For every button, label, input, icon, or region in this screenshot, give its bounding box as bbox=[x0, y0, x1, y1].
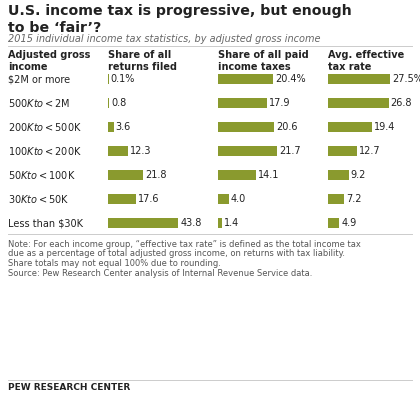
Bar bbox=[108, 98, 109, 108]
Text: 21.8: 21.8 bbox=[145, 170, 166, 180]
Text: 4.0: 4.0 bbox=[231, 194, 246, 204]
Bar bbox=[328, 146, 357, 156]
Text: 7.2: 7.2 bbox=[346, 194, 362, 204]
Text: $50K to <$100K: $50K to <$100K bbox=[8, 169, 76, 181]
Text: 20.6: 20.6 bbox=[276, 122, 297, 132]
Text: 20.4%: 20.4% bbox=[276, 74, 306, 84]
Text: Source: Pew Research Center analysis of Internal Revenue Service data.: Source: Pew Research Center analysis of … bbox=[8, 268, 312, 278]
Text: 26.8: 26.8 bbox=[391, 98, 412, 108]
Text: 4.9: 4.9 bbox=[341, 218, 356, 228]
Bar bbox=[328, 74, 390, 84]
Bar bbox=[108, 194, 136, 204]
Bar bbox=[218, 122, 274, 132]
Text: 14.1: 14.1 bbox=[258, 170, 280, 180]
Text: $500K to <$2M: $500K to <$2M bbox=[8, 97, 71, 109]
Text: 9.2: 9.2 bbox=[351, 170, 366, 180]
Bar bbox=[108, 122, 114, 132]
Text: Less than $30K: Less than $30K bbox=[8, 218, 83, 228]
Text: $200K to <$500K: $200K to <$500K bbox=[8, 121, 82, 133]
Bar bbox=[218, 218, 222, 228]
Text: Share of all
returns filed: Share of all returns filed bbox=[108, 50, 177, 72]
Bar bbox=[108, 170, 143, 180]
Text: $2M or more: $2M or more bbox=[8, 74, 70, 84]
Text: $30K to <$50K: $30K to <$50K bbox=[8, 193, 70, 205]
Bar bbox=[328, 98, 389, 108]
Text: 12.3: 12.3 bbox=[130, 146, 151, 156]
Bar bbox=[218, 194, 229, 204]
Text: PEW RESEARCH CENTER: PEW RESEARCH CENTER bbox=[8, 383, 130, 392]
Bar bbox=[108, 218, 178, 228]
Text: 19.4: 19.4 bbox=[374, 122, 395, 132]
Text: 21.7: 21.7 bbox=[279, 146, 301, 156]
Text: 12.7: 12.7 bbox=[359, 146, 381, 156]
Text: 43.8: 43.8 bbox=[180, 218, 202, 228]
Text: Share of all paid
income taxes: Share of all paid income taxes bbox=[218, 50, 309, 72]
Bar bbox=[328, 194, 344, 204]
Text: U.S. income tax is progressive, but enough
to be ‘fair’?: U.S. income tax is progressive, but enou… bbox=[8, 4, 352, 35]
Text: 1.4: 1.4 bbox=[224, 218, 239, 228]
Text: 0.8: 0.8 bbox=[111, 98, 126, 108]
Text: Share totals may not equal 100% due to rounding.: Share totals may not equal 100% due to r… bbox=[8, 259, 221, 268]
Text: $100K to <$200K: $100K to <$200K bbox=[8, 145, 82, 157]
Text: 17.9: 17.9 bbox=[269, 98, 290, 108]
Text: 27.5%: 27.5% bbox=[392, 74, 420, 84]
Text: 3.6: 3.6 bbox=[116, 122, 131, 132]
Bar bbox=[218, 98, 267, 108]
Bar bbox=[108, 146, 128, 156]
Text: 0.1%: 0.1% bbox=[110, 74, 135, 84]
Text: 17.6: 17.6 bbox=[138, 194, 160, 204]
Bar bbox=[328, 218, 339, 228]
Text: Avg. effective
tax rate: Avg. effective tax rate bbox=[328, 50, 404, 72]
Bar bbox=[218, 74, 273, 84]
Text: Note: For each income group, “effective tax rate” is defined as the total income: Note: For each income group, “effective … bbox=[8, 240, 361, 249]
Text: Adjusted gross
income: Adjusted gross income bbox=[8, 50, 90, 72]
Text: 2015 individual income tax statistics, by adjusted gross income: 2015 individual income tax statistics, b… bbox=[8, 34, 320, 44]
Bar bbox=[218, 170, 256, 180]
Bar bbox=[328, 122, 372, 132]
Bar bbox=[218, 146, 277, 156]
Text: due as a percentage of total adjusted gross income, on returns with tax liabilit: due as a percentage of total adjusted gr… bbox=[8, 250, 345, 258]
Bar bbox=[328, 170, 349, 180]
